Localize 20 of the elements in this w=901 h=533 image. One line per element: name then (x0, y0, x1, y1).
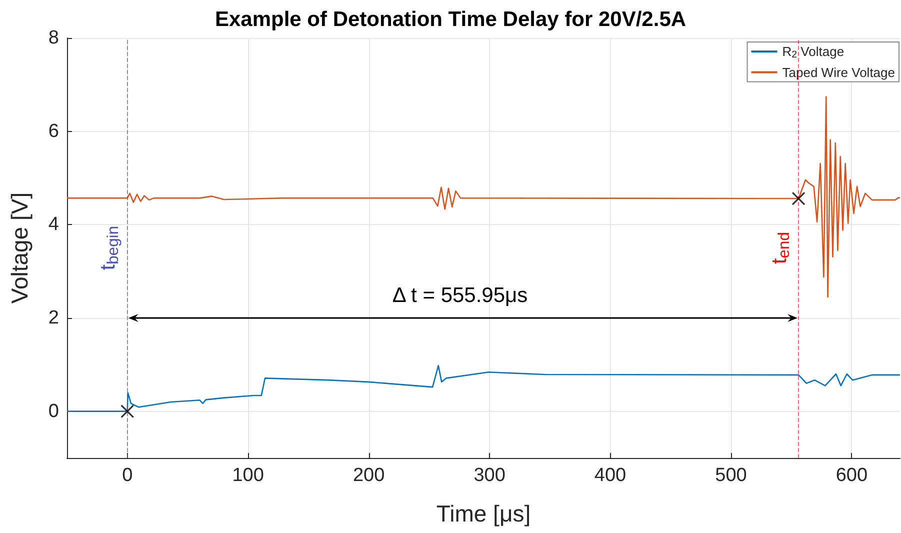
y-tick-label: 2 (48, 308, 59, 328)
x-tick-label: 100 (232, 465, 264, 486)
x-tick-label: 200 (352, 465, 385, 486)
y-tick-label: 6 (48, 120, 59, 142)
ref-line-label: tbegin (96, 226, 122, 270)
legend-label: Taped Wire Voltage (782, 64, 895, 80)
x-axis-title: Time [μs] (436, 500, 531, 526)
x-tick-label: 300 (474, 465, 506, 486)
chart-title: Example of Detonation Time Delay for 20V/2.5A (214, 8, 686, 31)
y-tick-label: 4 (48, 214, 60, 236)
y-tick-label: 8 (48, 28, 59, 48)
x-tick-label: 0 (122, 465, 133, 486)
x-tick-label: 400 (594, 465, 626, 486)
line-series (66, 364, 901, 412)
x-tick-label: 600 (836, 465, 868, 486)
x-tick-label: 500 (715, 465, 747, 486)
y-tick-label: 0 (48, 400, 59, 422)
annotation: Δ t = 555.95μs (392, 284, 528, 307)
ref-line-label: tend (768, 232, 794, 264)
y-axis-title: Voltage [V] (6, 192, 32, 304)
